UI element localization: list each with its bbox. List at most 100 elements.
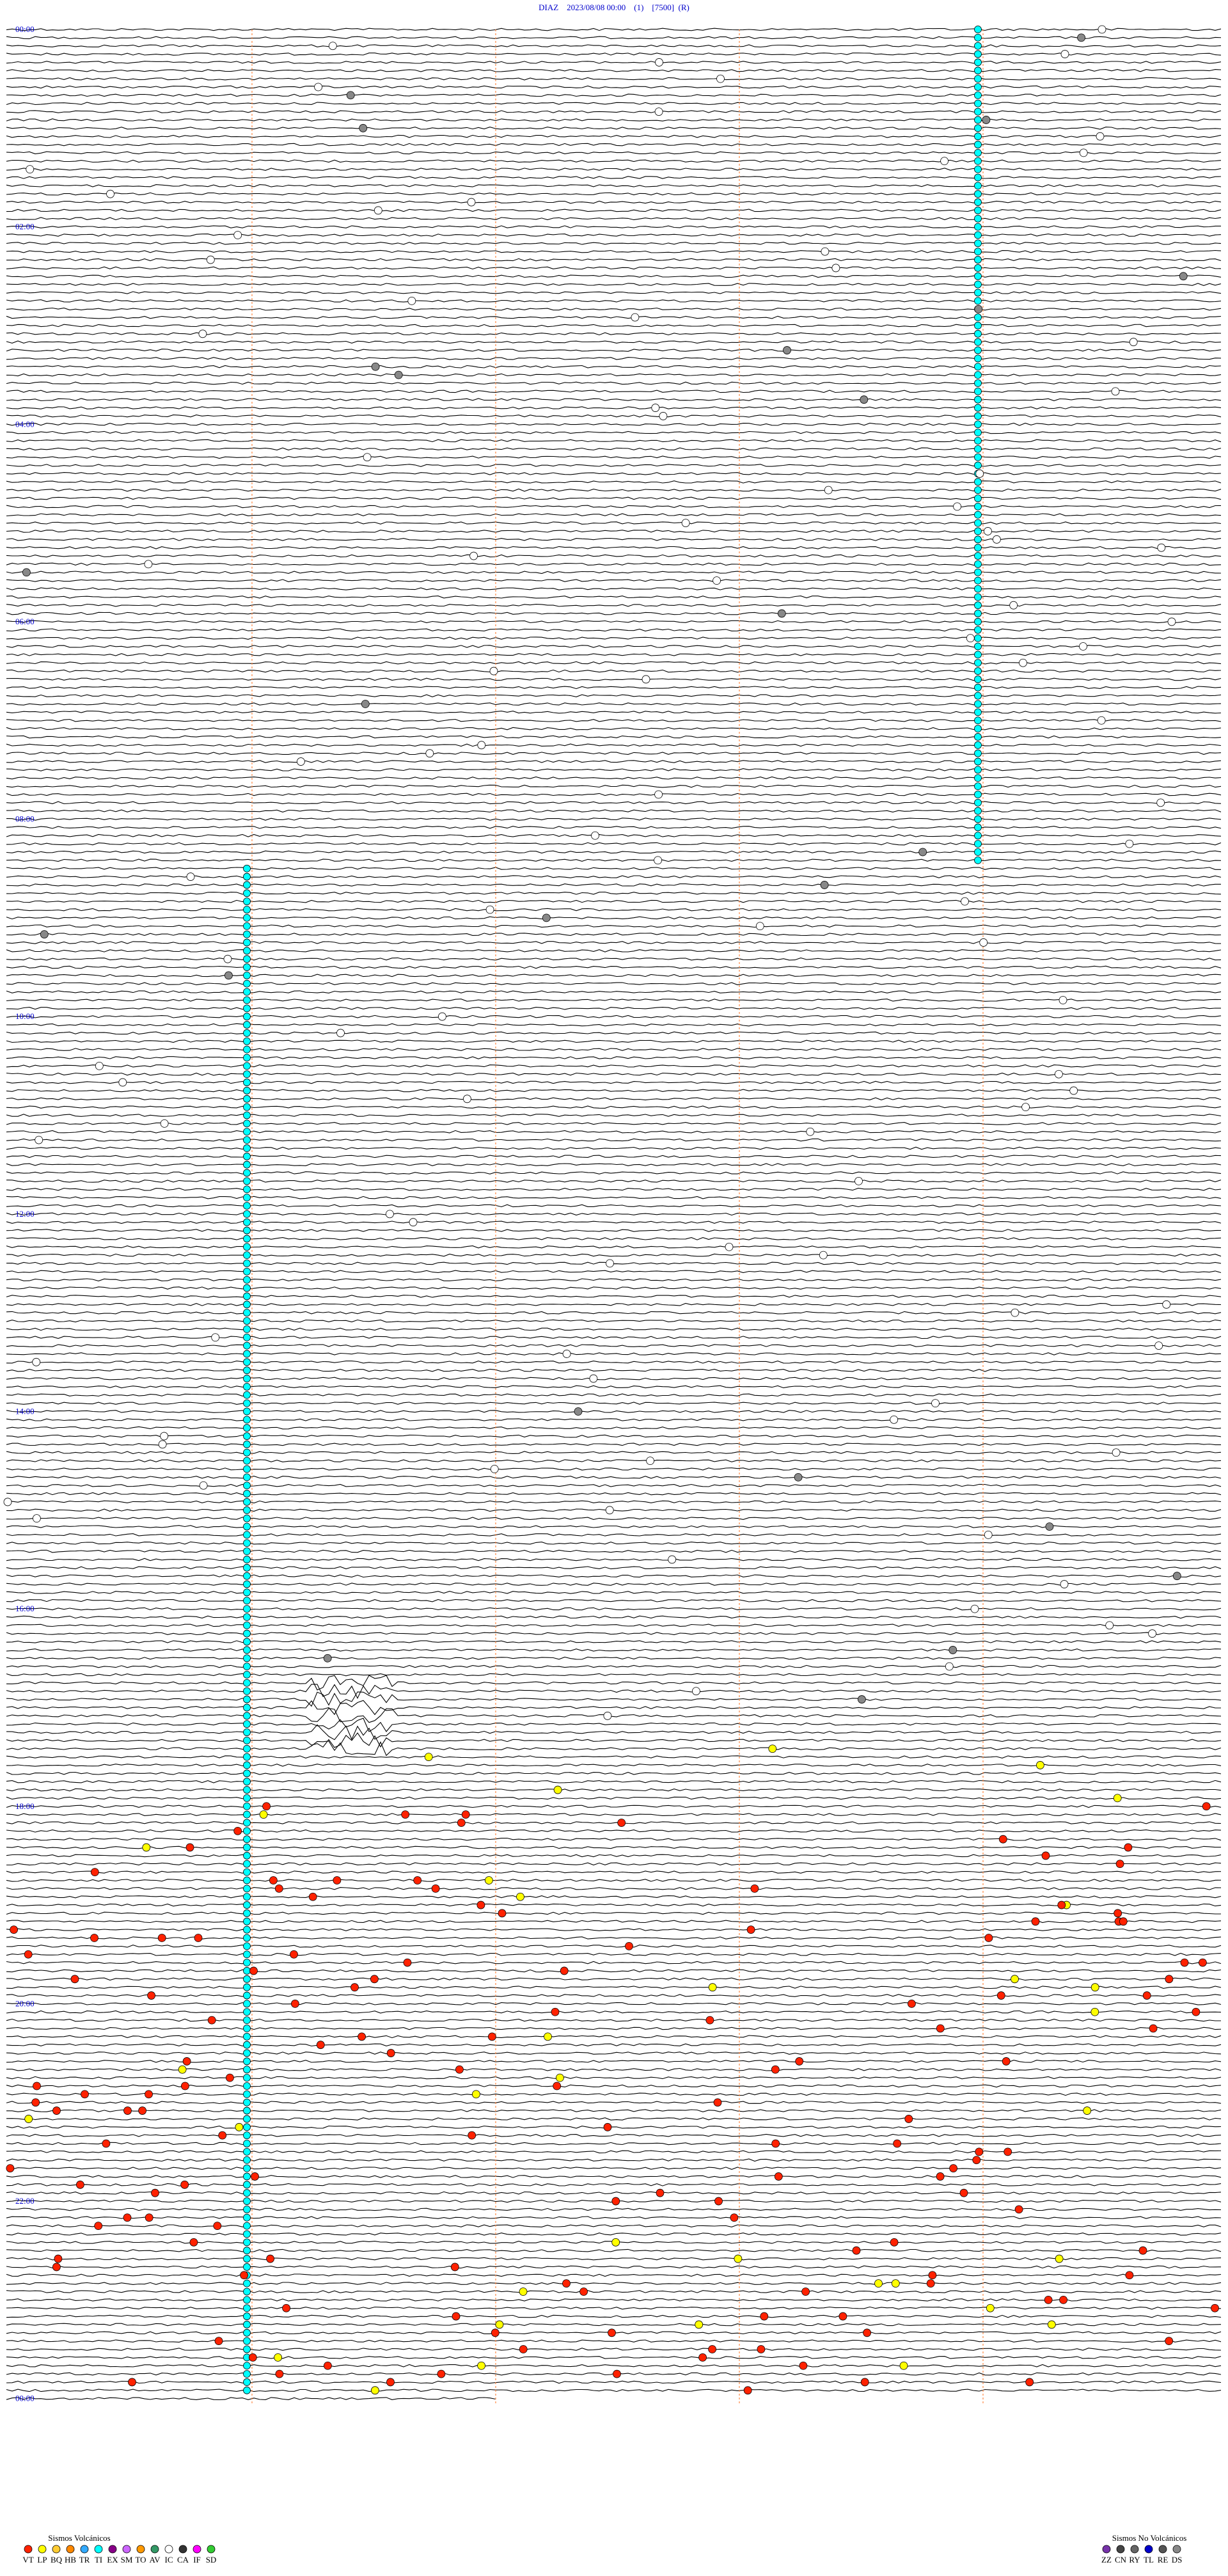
event-marker — [519, 2288, 528, 2296]
event-marker — [890, 2238, 899, 2247]
ti-marker — [243, 1177, 251, 1185]
legend-title: Sismos No Volcánicos — [1112, 2533, 1187, 2543]
ti-marker — [243, 2090, 251, 2098]
trace — [6, 818, 1222, 821]
ti-marker — [243, 1424, 251, 1432]
event-marker — [223, 954, 232, 963]
hour-label: 02:00 — [15, 222, 35, 232]
trace — [6, 554, 1222, 558]
trace — [6, 883, 1221, 887]
trace — [6, 809, 1222, 813]
event-marker — [1036, 1761, 1044, 1769]
ti-marker — [974, 725, 982, 732]
event-marker — [363, 453, 372, 462]
trace — [6, 2216, 1222, 2220]
trace — [6, 176, 1222, 179]
ti-marker — [243, 1029, 251, 1037]
ti-marker — [243, 1251, 251, 1260]
ti-marker — [974, 461, 982, 470]
trace — [6, 2265, 1222, 2269]
traces — [6, 28, 1222, 2401]
event-marker — [904, 2115, 913, 2123]
ti-marker — [974, 445, 982, 453]
event-marker — [838, 2312, 847, 2321]
legend-swatch — [38, 2545, 47, 2554]
event-marker — [1011, 1975, 1019, 1984]
ti-marker — [243, 2049, 251, 2057]
ti-marker — [974, 601, 982, 610]
trace — [6, 1451, 1222, 1455]
event-marker — [26, 165, 35, 174]
event-marker — [275, 2369, 284, 2378]
event-marker — [1059, 2295, 1067, 2304]
trace — [6, 1031, 1222, 1035]
event-marker — [248, 2353, 257, 2362]
ti-marker — [974, 99, 982, 107]
trace — [6, 1278, 1222, 1282]
ti-marker — [243, 963, 251, 971]
trace — [6, 1311, 1222, 1315]
event-marker — [386, 2049, 395, 2057]
event-marker — [605, 1506, 614, 1515]
trace — [6, 1114, 1222, 1117]
trace — [6, 899, 1222, 903]
event-marker — [157, 1934, 166, 1942]
event-marker — [94, 2222, 103, 2231]
trace — [6, 93, 1222, 97]
ti-marker — [243, 1563, 251, 1572]
trace — [6, 1566, 1222, 1570]
trace — [6, 2364, 1222, 2367]
ti-marker — [243, 2131, 251, 2140]
event-marker — [730, 2213, 739, 2222]
event-marker — [824, 486, 833, 494]
ti-marker — [974, 256, 982, 264]
trace — [6, 1517, 1222, 1520]
event-marker — [891, 2279, 900, 2288]
event-marker — [225, 2073, 234, 2082]
ti-marker — [974, 429, 982, 437]
ti-marker — [243, 1350, 251, 1358]
ti-marker — [243, 1514, 251, 1522]
trace — [6, 266, 1222, 270]
event-marker — [1059, 996, 1067, 1004]
trace — [6, 694, 1222, 697]
trace — [6, 990, 1222, 993]
ti-marker — [243, 889, 251, 897]
event-marker — [296, 757, 305, 766]
trace — [6, 1105, 1222, 1109]
legend-swatch — [207, 2545, 216, 2554]
trace — [6, 192, 1222, 196]
trace — [6, 1615, 1222, 1619]
event-marker — [224, 971, 233, 980]
event-marker — [450, 2263, 459, 2272]
hour-label: 00:00 — [15, 2394, 35, 2403]
event-marker — [695, 2320, 704, 2329]
ti-marker — [243, 2082, 251, 2090]
ti-marker — [974, 659, 982, 667]
ti-marker — [243, 881, 251, 889]
event-marker — [401, 1810, 410, 1819]
ti-marker — [243, 1638, 251, 1646]
event-marker — [213, 2222, 222, 2231]
event-marker — [806, 1127, 815, 1136]
trace — [6, 1599, 1222, 1602]
trace — [6, 1410, 1222, 1413]
legend-label: HB — [65, 2555, 76, 2564]
trace — [6, 2018, 1221, 2022]
event-marker — [1002, 2057, 1011, 2066]
trace — [6, 200, 1222, 204]
trace — [6, 999, 1222, 1002]
event-marker — [714, 2197, 723, 2206]
ti-marker — [243, 1300, 251, 1309]
ti-marker — [243, 873, 251, 881]
event-marker — [631, 313, 640, 322]
trace — [6, 184, 1222, 187]
event-marker — [455, 2065, 464, 2074]
legend-swatch — [1116, 2545, 1125, 2554]
event-marker — [207, 2016, 216, 2025]
trace — [6, 2290, 1222, 2293]
ti-marker — [974, 610, 982, 617]
event-marker — [274, 1884, 283, 1893]
ti-marker — [243, 2386, 251, 2394]
trace — [6, 1684, 1222, 1699]
